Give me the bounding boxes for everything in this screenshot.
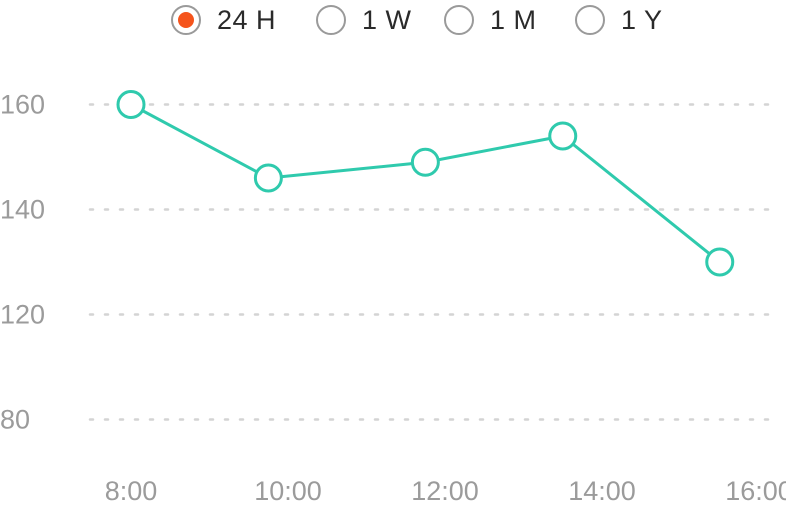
y-tick-label: 140 — [0, 195, 45, 225]
x-tick-label: 16:00 — [725, 476, 786, 506]
time-range-selector: 24 H 1 W 1 M 1 Y — [0, 0, 786, 40]
data-point — [705, 247, 735, 277]
y-tick-label: 160 — [0, 90, 45, 120]
data-point — [410, 147, 440, 177]
x-tick-label: 14:00 — [568, 476, 636, 506]
x-axis-tick-labels: 8:00 10:00 12:00 14:00 16:00 — [105, 476, 786, 506]
series-line — [129, 103, 722, 264]
data-point — [253, 163, 283, 193]
radio-selected-dot — [178, 12, 194, 28]
range-option-label: 1 W — [362, 4, 412, 35]
x-tick-label: 12:00 — [411, 476, 479, 506]
x-tick-label: 8:00 — [105, 476, 158, 506]
range-option-label: 1 M — [490, 4, 537, 35]
y-tick-label: 120 — [0, 300, 45, 330]
data-series — [129, 103, 722, 264]
radio-icon[interactable] — [575, 5, 605, 35]
range-option-1m[interactable]: 1 M — [444, 3, 537, 37]
range-option-1y[interactable]: 1 Y — [575, 3, 663, 37]
grid-lines — [88, 103, 777, 421]
radio-icon[interactable] — [171, 5, 201, 35]
data-points — [116, 90, 735, 277]
range-option-1w[interactable]: 1 W — [316, 3, 412, 37]
y-tick-label: 80 — [0, 405, 30, 435]
radio-icon[interactable] — [316, 5, 346, 35]
radio-icon[interactable] — [444, 5, 474, 35]
range-option-label: 24 H — [217, 4, 277, 35]
x-tick-label: 10:00 — [254, 476, 322, 506]
data-point — [116, 90, 146, 119]
range-option-24h[interactable]: 24 H — [171, 3, 276, 37]
y-axis-tick-labels: 160 140 120 80 — [0, 90, 45, 435]
data-point — [548, 121, 578, 151]
range-option-label: 1 Y — [621, 4, 663, 35]
